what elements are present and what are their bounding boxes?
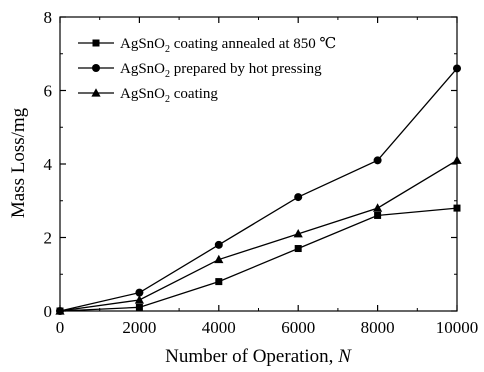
series-layer	[55, 64, 462, 315]
legend-marker	[92, 64, 100, 72]
data-point	[215, 278, 223, 286]
y-axis-label: Mass Loss/mg	[8, 107, 29, 218]
legend-label: AgSnO2 prepared by hot pressing	[120, 61, 322, 80]
x-tick-label: 2000	[122, 318, 156, 337]
data-point	[294, 193, 303, 202]
legend-item: AgSnO2 prepared by hot pressing	[78, 61, 322, 80]
x-tick-label: 6000	[281, 318, 315, 337]
x-tick-label: 10000	[436, 318, 479, 337]
data-point	[135, 288, 144, 297]
data-point	[135, 303, 143, 311]
series-line	[59, 68, 458, 312]
data-point	[294, 245, 302, 253]
y-tick-label: 2	[44, 229, 53, 248]
x-axis-label: Number of Operation, N	[165, 346, 352, 367]
series-circle	[56, 64, 461, 315]
y-tick-label: 6	[44, 82, 53, 101]
legend-item: AgSnO2 coating	[78, 86, 218, 105]
x-tick-label: 8000	[361, 318, 395, 337]
x-tick-label: 0	[56, 318, 65, 337]
data-point	[214, 240, 223, 249]
data-point	[293, 229, 303, 238]
legend-label: AgSnO2 coating	[120, 86, 218, 105]
data-point	[55, 306, 65, 315]
legend: AgSnO2 coating annealed at 850 ℃ AgSnO2 p…	[78, 36, 336, 105]
series-triangle	[55, 155, 462, 315]
data-point	[134, 295, 144, 304]
data-point	[373, 203, 383, 212]
x-axis-ticks: 0 2000 4000 6000 8000 10000	[56, 17, 479, 337]
data-point	[453, 204, 461, 212]
legend-marker	[92, 39, 100, 47]
data-point	[453, 64, 461, 73]
x-tick-label: 4000	[202, 318, 236, 337]
y-tick-label: 0	[44, 302, 53, 321]
y-tick-label: 4	[44, 155, 53, 174]
data-point	[452, 155, 462, 164]
legend-marker	[91, 88, 101, 97]
y-axis-ticks: 0 2 4 6 8	[44, 8, 457, 321]
y-tick-label: 8	[44, 8, 53, 27]
data-point	[374, 211, 382, 219]
legend-label: AgSnO2 coating annealed at 850 ℃	[120, 36, 336, 55]
series-line	[59, 159, 458, 312]
data-point	[373, 156, 382, 165]
series-line	[59, 207, 458, 312]
data-point	[214, 254, 224, 264]
legend-item: AgSnO2 coating annealed at 850 ℃	[78, 36, 336, 55]
